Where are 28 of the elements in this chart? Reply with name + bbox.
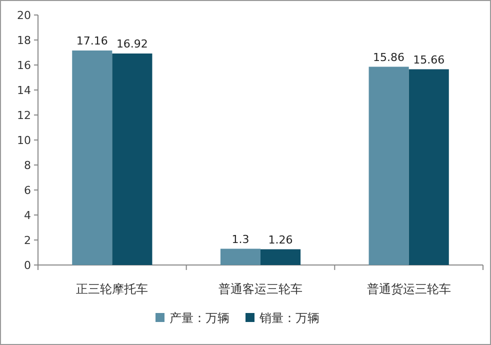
bar xyxy=(220,248,260,265)
y-tick-label: 2 xyxy=(24,234,31,247)
data-label: 1.26 xyxy=(268,233,293,246)
y-tick-label: 16 xyxy=(17,59,31,72)
y-tick-label: 8 xyxy=(24,159,31,172)
bar xyxy=(260,249,301,265)
bar xyxy=(408,69,449,265)
y-tick-label: 14 xyxy=(17,84,31,97)
x-tick-label: 普通货运三轮车 xyxy=(366,282,451,296)
y-tick-label: 18 xyxy=(17,34,31,47)
x-tick-label: 普通客运三轮车 xyxy=(218,282,302,296)
y-tick-label: 0 xyxy=(24,259,31,272)
legend-label: 销量：万辆 xyxy=(258,311,320,325)
bar xyxy=(112,54,152,265)
legend-label: 产量：万辆 xyxy=(170,311,230,325)
data-label: 15.66 xyxy=(413,53,445,66)
y-tick-label: 12 xyxy=(17,109,31,122)
y-tick-label: 10 xyxy=(17,134,31,147)
data-label: 15.86 xyxy=(373,50,405,64)
y-tick-label: 20 xyxy=(17,9,31,22)
y-tick-label: 4 xyxy=(24,209,31,222)
data-label: 17.16 xyxy=(76,34,108,48)
bar xyxy=(368,66,409,265)
x-tick-label: 正三轮摩托车 xyxy=(76,282,148,296)
data-label: 1.3 xyxy=(232,232,250,246)
bar xyxy=(72,50,112,265)
y-tick-label: 6 xyxy=(24,184,31,197)
data-label: 16.92 xyxy=(116,38,148,50)
